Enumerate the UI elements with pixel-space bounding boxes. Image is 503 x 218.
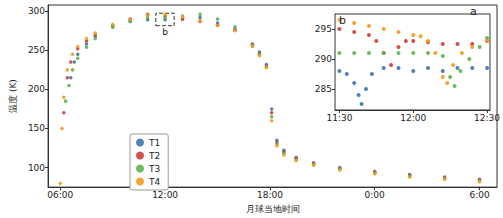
svg-text:300: 300 — [28, 6, 45, 16]
svg-text:100: 100 — [28, 163, 45, 173]
svg-text:290: 290 — [315, 54, 332, 64]
svg-text:12:30: 12:30 — [474, 113, 500, 123]
svg-text:6:00: 6:00 — [469, 190, 489, 200]
svg-text:0:00: 0:00 — [365, 190, 385, 200]
svg-text:T1: T1 — [148, 138, 160, 148]
svg-text:T2: T2 — [148, 151, 160, 161]
svg-text:285: 285 — [315, 84, 332, 94]
svg-text:200: 200 — [28, 84, 45, 94]
svg-text:12:00: 12:00 — [400, 113, 426, 123]
svg-text:295: 295 — [315, 24, 332, 34]
svg-text:a: a — [470, 5, 477, 18]
svg-text:月球当地时间: 月球当地时间 — [246, 204, 300, 214]
svg-text:T4: T4 — [148, 177, 160, 187]
svg-text:150: 150 — [28, 123, 45, 133]
svg-text:b: b — [162, 27, 168, 37]
svg-text:温度 (K): 温度 (K) — [8, 79, 18, 113]
svg-text:12:00: 12:00 — [152, 190, 178, 200]
svg-text:250: 250 — [28, 45, 45, 55]
svg-text:11:30: 11:30 — [326, 113, 352, 123]
svg-text:T3: T3 — [148, 164, 160, 174]
svg-text:06:00: 06:00 — [47, 190, 73, 200]
svg-text:18:00: 18:00 — [257, 190, 283, 200]
svg-text:b: b — [339, 14, 346, 27]
